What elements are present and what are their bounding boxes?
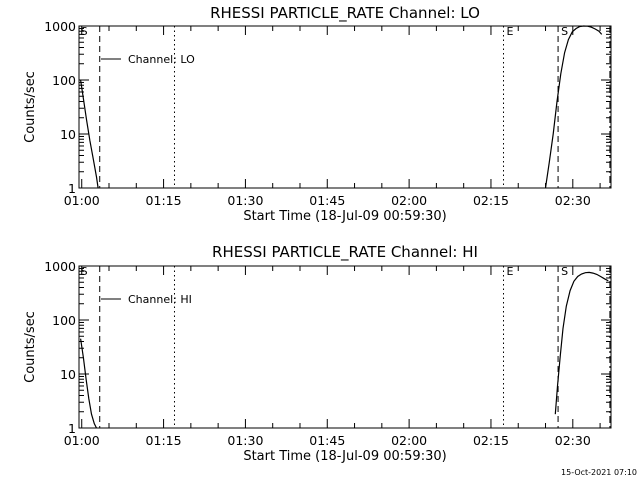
marker-label: S (561, 25, 568, 38)
y-tick-label: 1 (68, 181, 76, 196)
x-tick-label: 01:30 (227, 433, 263, 448)
x-tick-label: 01:30 (227, 193, 263, 208)
x-tick-label: 02:30 (555, 193, 591, 208)
marker-label: S (81, 265, 88, 278)
series-line-segment (80, 79, 99, 189)
y-tick-label: 10 (60, 127, 76, 142)
x-tick-label: 01:15 (146, 433, 182, 448)
chart-title: RHESSI PARTICLE_RATE Channel: HI (212, 243, 478, 262)
legend-label: Channel: HI (128, 293, 192, 306)
x-tick-label: 01:00 (64, 433, 100, 448)
marker-label: E (507, 265, 514, 278)
y-axis-label: Counts/sec (23, 71, 38, 143)
y-tick-label: 100 (52, 313, 76, 328)
marker-label: E (507, 25, 514, 38)
series-line-segment (544, 25, 603, 189)
y-tick-label: 1000 (44, 19, 76, 34)
x-tick-label: 02:15 (473, 193, 509, 208)
chart-panel-1: RHESSI PARTICLE_RATE Channel: LO 01:00 01:… (23, 4, 612, 224)
y-tick-label: 10 (60, 367, 76, 382)
marker-label: S (81, 25, 88, 38)
x-tick-label: 02:00 (391, 433, 427, 448)
x-tick-label: 01:15 (146, 193, 182, 208)
plot-frame (78, 265, 612, 429)
x-tick-label: 02:30 (555, 433, 591, 448)
chart-title: RHESSI PARTICLE_RATE Channel: LO (210, 4, 480, 23)
legend-label: Channel: LO (128, 53, 195, 66)
x-tick-label: 01:45 (309, 193, 345, 208)
chart-panel-2: RHESSI PARTICLE_RATE Channel: HI 01:00 01:… (23, 243, 612, 464)
plot-frame (78, 25, 612, 189)
series-line-segment (554, 271, 609, 415)
x-tick-label: 02:00 (391, 193, 427, 208)
y-axis-label: Counts/sec (23, 311, 38, 383)
x-axis-label: Start Time (18-Jul-09 00:59:30) (243, 209, 446, 224)
y-tick-label: 1000 (44, 259, 76, 274)
x-tick-label: 01:45 (309, 433, 345, 448)
footer-timestamp: 15-Oct-2021 07:10 (561, 468, 637, 477)
series-line-segment (80, 338, 98, 429)
y-tick-label: 1 (68, 421, 76, 436)
y-tick-label: 100 (52, 73, 76, 88)
x-tick-label: 02:15 (473, 433, 509, 448)
x-axis-label: Start Time (18-Jul-09 00:59:30) (243, 449, 446, 464)
x-tick-label: 01:00 (64, 193, 100, 208)
marker-label: S (561, 265, 568, 278)
